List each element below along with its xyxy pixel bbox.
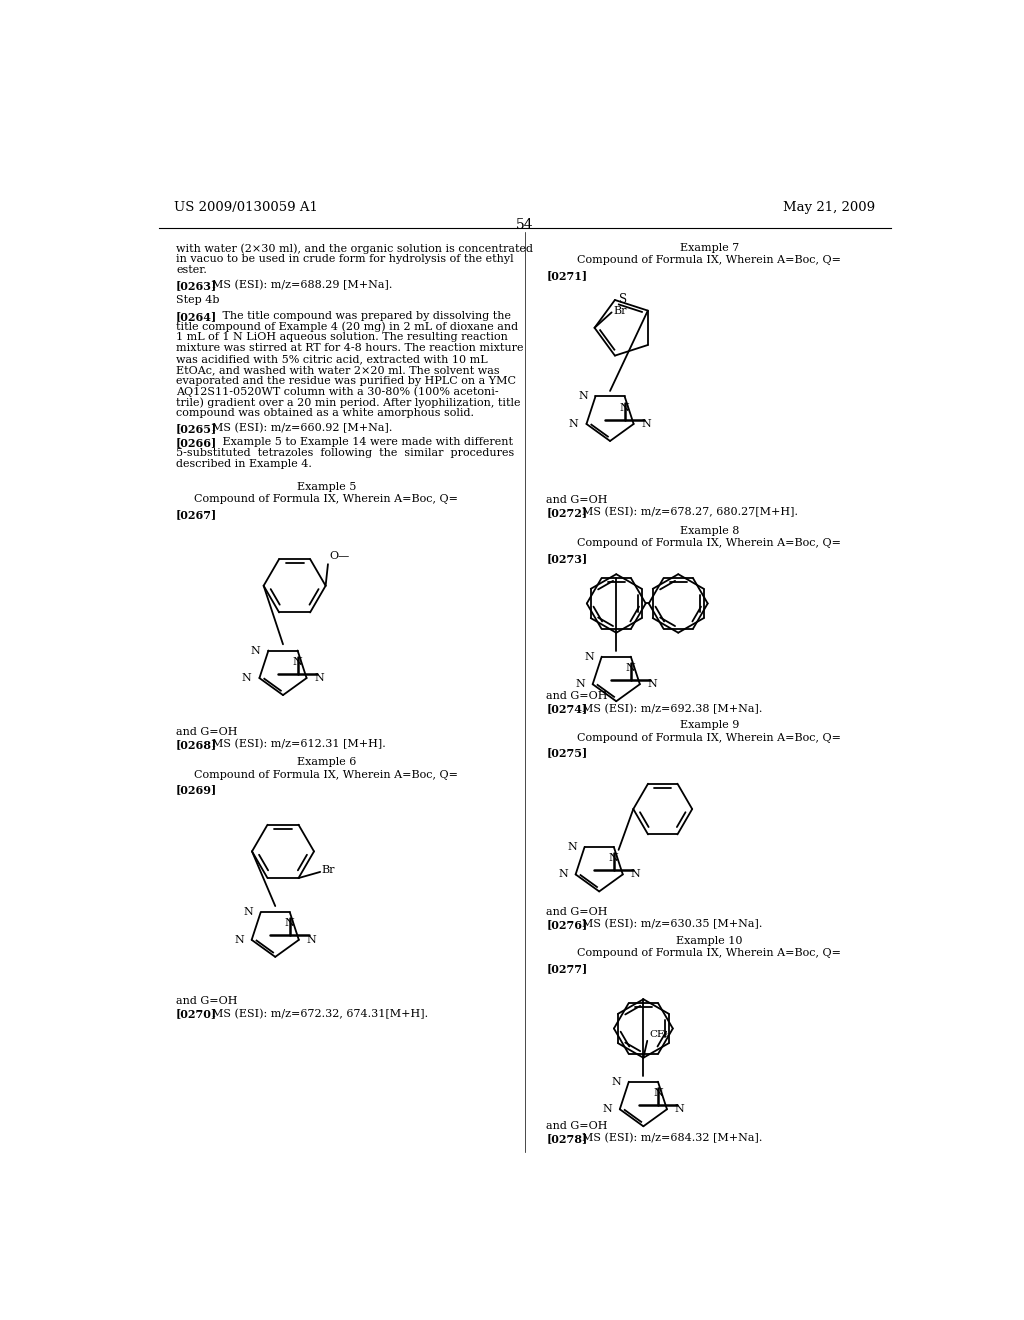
Text: The title compound was prepared by dissolving the: The title compound was prepared by disso…: [212, 312, 511, 321]
Text: Compound of Formula IX, Wherein A=Boc, Q=: Compound of Formula IX, Wherein A=Boc, Q…: [578, 733, 842, 743]
Text: and G=OH: and G=OH: [547, 495, 608, 504]
Text: 54: 54: [516, 218, 534, 232]
Text: and G=OH: and G=OH: [176, 997, 238, 1006]
Text: with water (2×30 ml), and the organic solution is concentrated: with water (2×30 ml), and the organic so…: [176, 243, 534, 253]
Text: N: N: [569, 418, 579, 429]
Text: evaporated and the residue was purified by HPLC on a YMC: evaporated and the residue was purified …: [176, 376, 516, 385]
Text: [0271]: [0271]: [547, 271, 588, 281]
Text: AQ12S11-0520WT column with a 30-80% (100% acetoni-: AQ12S11-0520WT column with a 30-80% (100…: [176, 387, 499, 397]
Text: MS (ESI): m/z=684.32 [M+Na].: MS (ESI): m/z=684.32 [M+Na].: [583, 1133, 763, 1143]
Text: N: N: [251, 645, 261, 656]
Text: [0269]: [0269]: [176, 784, 217, 796]
Text: O—: O—: [330, 552, 350, 561]
Text: Example 8: Example 8: [680, 525, 739, 536]
Text: was acidified with 5% citric acid, extracted with 10 mL: was acidified with 5% citric acid, extra…: [176, 354, 487, 364]
Text: Example 10: Example 10: [676, 936, 742, 946]
Text: [0276]: [0276]: [547, 919, 588, 931]
Text: N: N: [575, 680, 585, 689]
Text: Example 6: Example 6: [297, 758, 356, 767]
Text: [0268]: [0268]: [176, 739, 217, 750]
Text: compound was obtained as a white amorphous solid.: compound was obtained as a white amorpho…: [176, 408, 474, 418]
Text: [0265]: [0265]: [176, 424, 217, 434]
Text: N: N: [620, 403, 630, 413]
Text: Br: Br: [322, 866, 335, 875]
Text: N: N: [609, 853, 618, 863]
Text: mixture was stirred at RT for 4-8 hours. The reaction mixture: mixture was stirred at RT for 4-8 hours.…: [176, 343, 523, 354]
Text: trile) gradient over a 20 min period. After lyophilization, title: trile) gradient over a 20 min period. Af…: [176, 397, 520, 408]
Text: 1 mL of 1 N LiOH aqueous solution. The resulting reaction: 1 mL of 1 N LiOH aqueous solution. The r…: [176, 333, 508, 342]
Text: described in Example 4.: described in Example 4.: [176, 459, 312, 469]
Text: Br: Br: [613, 306, 627, 315]
Text: N: N: [243, 907, 253, 917]
Text: N: N: [602, 1105, 612, 1114]
Text: [0272]: [0272]: [547, 507, 588, 519]
Text: N: N: [558, 870, 568, 879]
Text: N: N: [584, 652, 594, 661]
Text: N: N: [675, 1105, 684, 1114]
Text: and G=OH: and G=OH: [547, 907, 608, 917]
Text: MS (ESI): m/z=678.27, 680.27[M+H].: MS (ESI): m/z=678.27, 680.27[M+H].: [583, 507, 798, 517]
Text: [0263]: [0263]: [176, 280, 217, 292]
Text: Compound of Formula IX, Wherein A=Boc, Q=: Compound of Formula IX, Wherein A=Boc, Q…: [578, 539, 842, 548]
Text: MS (ESI): m/z=660.92 [M+Na].: MS (ESI): m/z=660.92 [M+Na].: [212, 424, 392, 434]
Text: Example 9: Example 9: [680, 721, 739, 730]
Text: N: N: [647, 680, 657, 689]
Text: N: N: [641, 418, 651, 429]
Text: N: N: [314, 673, 324, 682]
Text: MS (ESI): m/z=672.32, 674.31[M+H].: MS (ESI): m/z=672.32, 674.31[M+H].: [212, 1008, 428, 1019]
Text: N: N: [567, 842, 577, 851]
Text: Step 4b: Step 4b: [176, 296, 219, 305]
Text: 5-substituted  tetrazoles  following  the  similar  procedures: 5-substituted tetrazoles following the s…: [176, 447, 514, 458]
Text: and G=OH: and G=OH: [547, 692, 608, 701]
Text: MS (ESI): m/z=688.29 [M+Na].: MS (ESI): m/z=688.29 [M+Na].: [212, 280, 392, 290]
Text: [0264]: [0264]: [176, 312, 217, 322]
Text: Example 7: Example 7: [680, 243, 739, 253]
Text: Compound of Formula IX, Wherein A=Boc, Q=: Compound of Formula IX, Wherein A=Boc, Q…: [195, 494, 459, 504]
Text: CF₃: CF₃: [649, 1031, 669, 1039]
Text: N: N: [285, 919, 295, 928]
Text: [0270]: [0270]: [176, 1008, 217, 1019]
Text: Example 5 to Example 14 were made with different: Example 5 to Example 14 were made with d…: [212, 437, 513, 447]
Text: Compound of Formula IX, Wherein A=Boc, Q=: Compound of Formula IX, Wherein A=Boc, Q…: [578, 256, 842, 265]
Text: N: N: [242, 673, 252, 682]
Text: EtOAc, and washed with water 2×20 ml. The solvent was: EtOAc, and washed with water 2×20 ml. Th…: [176, 364, 500, 375]
Text: N: N: [578, 392, 588, 401]
Text: ester.: ester.: [176, 264, 207, 275]
Text: N: N: [293, 656, 302, 667]
Text: [0277]: [0277]: [547, 964, 588, 974]
Text: US 2009/0130059 A1: US 2009/0130059 A1: [174, 201, 318, 214]
Text: [0267]: [0267]: [176, 508, 217, 520]
Text: S: S: [618, 293, 627, 306]
Text: May 21, 2009: May 21, 2009: [783, 201, 876, 214]
Text: N: N: [611, 1077, 621, 1086]
Text: MS (ESI): m/z=630.35 [M+Na].: MS (ESI): m/z=630.35 [M+Na].: [583, 919, 763, 929]
Text: N: N: [631, 870, 640, 879]
Text: in vacuo to be used in crude form for hydrolysis of the ethyl: in vacuo to be used in crude form for hy…: [176, 253, 514, 264]
Text: and G=OH: and G=OH: [547, 1121, 608, 1131]
Text: Compound of Formula IX, Wherein A=Boc, Q=: Compound of Formula IX, Wherein A=Boc, Q…: [578, 949, 842, 958]
Text: N: N: [306, 935, 316, 945]
Text: MS (ESI): m/z=692.38 [M+Na].: MS (ESI): m/z=692.38 [M+Na].: [583, 704, 763, 714]
Text: and G=OH: and G=OH: [176, 726, 238, 737]
Text: N: N: [626, 663, 636, 673]
Text: [0266]: [0266]: [176, 437, 217, 449]
Text: [0273]: [0273]: [547, 553, 588, 564]
Text: [0278]: [0278]: [547, 1133, 588, 1144]
Text: N: N: [234, 935, 244, 945]
Text: Example 5: Example 5: [297, 482, 356, 492]
Text: title compound of Example 4 (20 mg) in 2 mL of dioxane and: title compound of Example 4 (20 mg) in 2…: [176, 322, 518, 333]
Text: Compound of Formula IX, Wherein A=Boc, Q=: Compound of Formula IX, Wherein A=Boc, Q…: [195, 770, 459, 780]
Text: [0274]: [0274]: [547, 704, 588, 714]
Text: MS (ESI): m/z=612.31 [M+H].: MS (ESI): m/z=612.31 [M+H].: [212, 739, 385, 750]
Text: [0275]: [0275]: [547, 747, 588, 759]
Text: N: N: [653, 1088, 663, 1098]
